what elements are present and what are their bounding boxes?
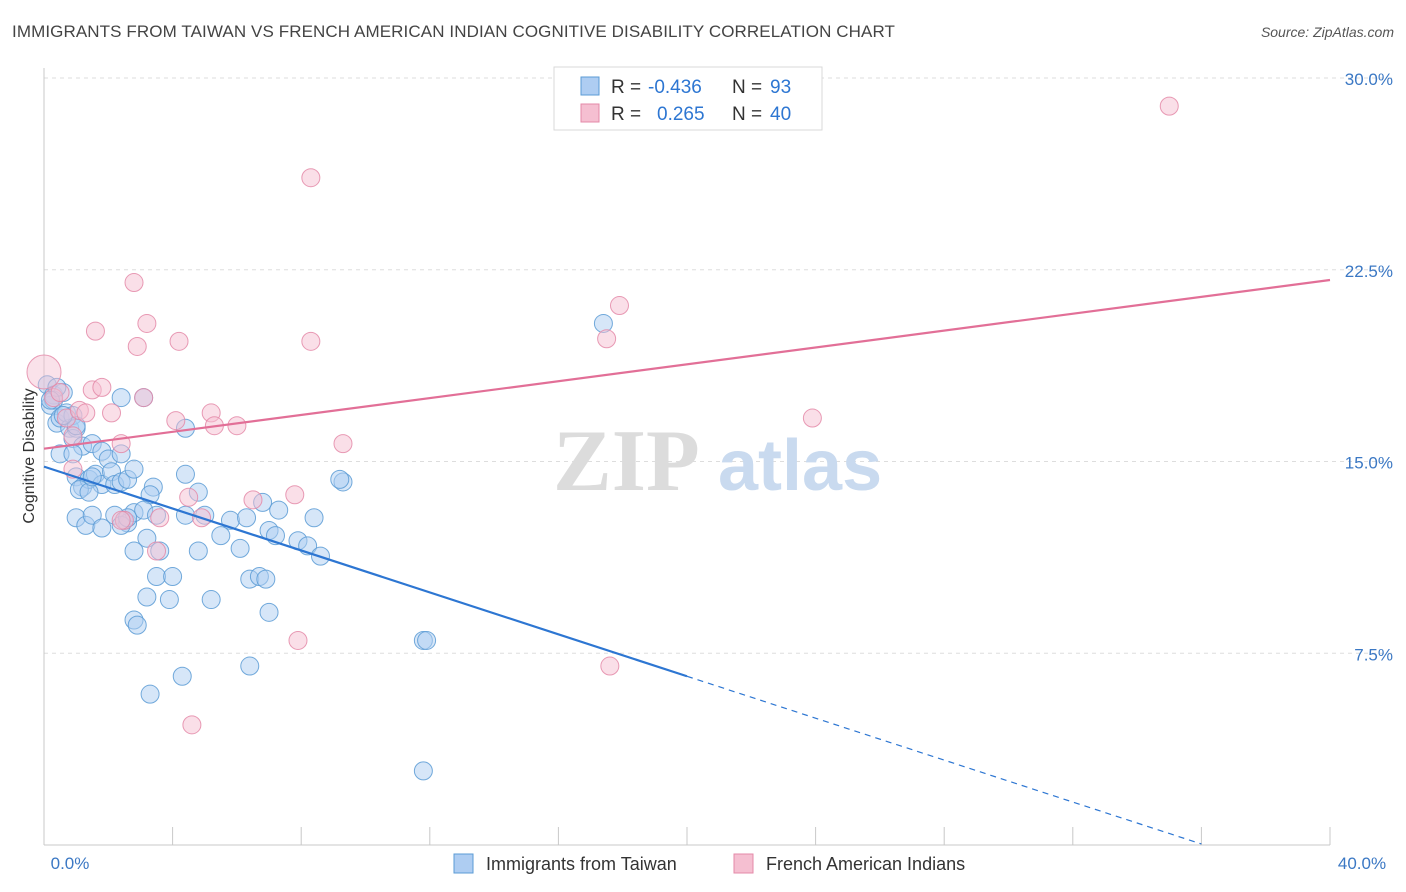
taiwan-point: [256, 569, 276, 589]
taiwan-point: [259, 602, 279, 622]
y-axis-label: Cognitive Disability: [21, 388, 38, 523]
trend-line-taiwan: [43, 465, 688, 678]
taiwan-point: [147, 567, 167, 587]
taiwan-point: [127, 615, 147, 635]
taiwan-point: [137, 587, 157, 607]
french-point: [124, 273, 144, 293]
legend-n-label-french: N =: [732, 104, 762, 125]
series-french-american-indians: [26, 96, 1179, 735]
french-point: [92, 377, 112, 397]
french-point: [182, 715, 202, 735]
french-point: [102, 403, 122, 423]
french-point: [179, 487, 199, 507]
legend-bottom-label-french: French American Indians: [766, 854, 965, 874]
french-point: [127, 336, 147, 356]
taiwan-point: [163, 567, 183, 587]
taiwan-point: [124, 541, 144, 561]
gridlines: [44, 77, 1392, 654]
x-tick-label-max: 40.0%: [1338, 854, 1386, 873]
series-immigrants-from-taiwan: [37, 313, 613, 781]
legend-r-value-french: 0.265: [657, 104, 705, 125]
french-point: [63, 426, 83, 446]
taiwan-point: [172, 666, 192, 686]
legend-n-value-french: 40: [770, 104, 791, 125]
french-point: [137, 313, 157, 333]
taiwan-point: [330, 469, 350, 489]
french-point: [134, 388, 154, 408]
taiwan-point: [417, 630, 437, 650]
source-label: Source: ZipAtlas.com: [1260, 24, 1394, 40]
legend-n-label-taiwan: N =: [732, 77, 762, 98]
legend-bottom-swatch-french: [733, 853, 754, 874]
french-point: [227, 416, 247, 436]
french-point: [802, 408, 822, 428]
french-point: [169, 331, 189, 351]
x-axis-ticks: [43, 827, 1331, 845]
taiwan-point: [413, 761, 433, 781]
taiwan-point: [240, 656, 260, 676]
french-point: [85, 321, 105, 341]
legend-n-value-taiwan: 93: [770, 77, 791, 98]
x-tick-label-min: 0.0%: [51, 854, 90, 873]
taiwan-point: [230, 538, 250, 558]
french-point: [243, 490, 263, 510]
french-point: [285, 485, 305, 505]
taiwan-point: [159, 590, 179, 610]
y-tick-label-2: 22.5%: [1345, 262, 1393, 281]
taiwan-point: [201, 590, 221, 610]
french-point: [76, 403, 96, 423]
french-point: [50, 382, 70, 402]
taiwan-point: [211, 526, 231, 546]
y-tick-labels: 7.5% 15.0% 22.5% 30.0%: [1345, 70, 1393, 664]
french-point: [111, 510, 131, 530]
y-tick-label-3: 30.0%: [1345, 70, 1393, 89]
french-point: [600, 656, 620, 676]
legend-r-value-taiwan: -0.436: [648, 77, 702, 98]
taiwan-point: [237, 508, 257, 528]
french-point: [301, 331, 321, 351]
french-point: [166, 411, 186, 431]
taiwan-point: [111, 388, 131, 408]
chart-title: IMMIGRANTS FROM TAIWAN VS FRENCH AMERICA…: [12, 22, 896, 41]
taiwan-point: [304, 508, 324, 528]
taiwan-point: [92, 518, 112, 538]
french-point: [150, 508, 170, 528]
taiwan-point: [79, 482, 99, 502]
french-point: [26, 354, 62, 390]
taiwan-point: [137, 528, 157, 548]
french-point: [147, 541, 167, 561]
french-point: [301, 168, 321, 188]
french-point: [609, 296, 629, 316]
trend-line-taiwan-extension: [686, 675, 1202, 845]
legend-swatch-french: [580, 103, 600, 123]
taiwan-point: [124, 459, 144, 479]
y-tick-label-0: 7.5%: [1354, 645, 1393, 664]
series-legend: Immigrants from Taiwan French American I…: [453, 853, 965, 874]
stats-legend: R = -0.436 N = 93 R = 0.265 N = 40: [553, 66, 823, 131]
legend-swatch-taiwan: [580, 76, 600, 96]
taiwan-point: [593, 313, 613, 333]
taiwan-point: [82, 505, 102, 525]
watermark-zip: ZIP: [553, 413, 700, 510]
taiwan-point: [140, 684, 160, 704]
y-tick-label-1: 15.0%: [1345, 454, 1393, 473]
watermark-atlas: atlas: [718, 426, 882, 506]
french-point: [333, 434, 353, 454]
french-point: [597, 329, 617, 349]
trend-lines: [43, 278, 1331, 845]
taiwan-point: [269, 500, 289, 520]
taiwan-point: [175, 464, 195, 484]
legend-r-label-french: R =: [611, 104, 641, 125]
trend-line-french: [43, 278, 1331, 450]
legend-r-label-taiwan: R =: [611, 77, 641, 98]
french-point: [1159, 96, 1179, 116]
taiwan-point: [188, 541, 208, 561]
legend-bottom-swatch-taiwan: [453, 853, 474, 874]
french-point: [288, 630, 308, 650]
legend-bottom-label-taiwan: Immigrants from Taiwan: [486, 854, 677, 874]
